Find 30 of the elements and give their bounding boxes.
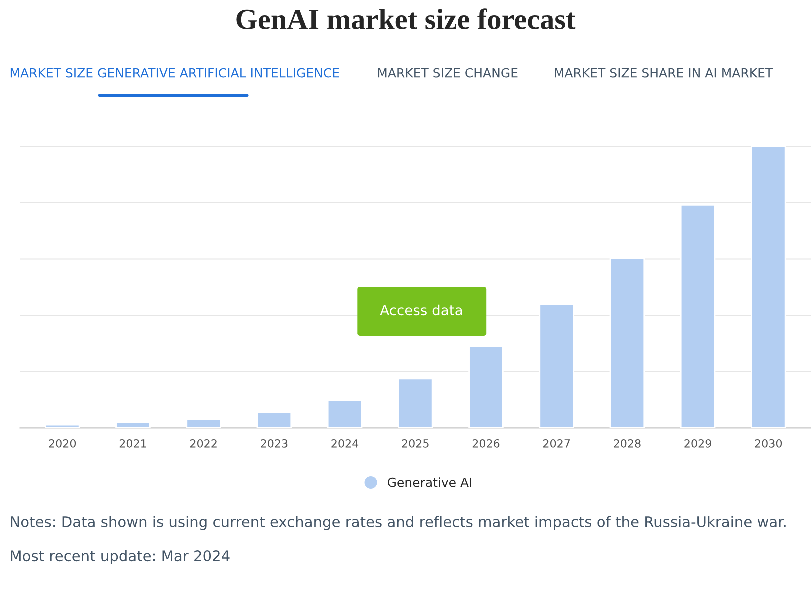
legend-label: Generative AI: [388, 478, 472, 488]
x-tick-label: 2021: [120, 439, 146, 448]
bar: [116, 422, 151, 428]
bar: [468, 346, 504, 428]
bar: [680, 204, 716, 428]
text: MARKET SIZE SHARE IN AI MARKET: [555, 68, 774, 78]
bar: [186, 419, 222, 428]
bar: [327, 400, 363, 428]
bar: [398, 378, 434, 428]
x-tick-label: 2028: [614, 439, 641, 448]
annotation: Access data: [380, 304, 462, 316]
bar: [256, 412, 292, 428]
bar: [751, 146, 786, 428]
text: MARKET SIZE CHANGE: [378, 68, 518, 78]
x-tick-label: 2024: [332, 439, 359, 448]
x-tick-label: 2027: [544, 439, 570, 448]
x-tick-label: 2022: [190, 439, 217, 448]
text: MARKET SIZE GENERATIVE ARTIFICIAL INTELLIGENCE: [10, 68, 340, 78]
chart-title: GenAI market size forecast: [236, 8, 576, 30]
x-tick-label: 2026: [472, 439, 500, 448]
bar: [539, 304, 574, 428]
x-tick-label: 2029: [684, 439, 712, 448]
x-tick-label: 2030: [755, 439, 782, 448]
text: Notes: Data shown is using current exchange rates and reflects market impacts of the Russia-Ukraine war.: [11, 516, 786, 530]
x-tick-label: 2023: [261, 439, 288, 448]
bar: [610, 258, 646, 428]
bar: [44, 424, 80, 428]
x-tick-label: 2020: [49, 439, 76, 448]
text: Most recent update: Mar 2024: [11, 550, 230, 564]
x-tick-label: 2025: [402, 439, 429, 448]
